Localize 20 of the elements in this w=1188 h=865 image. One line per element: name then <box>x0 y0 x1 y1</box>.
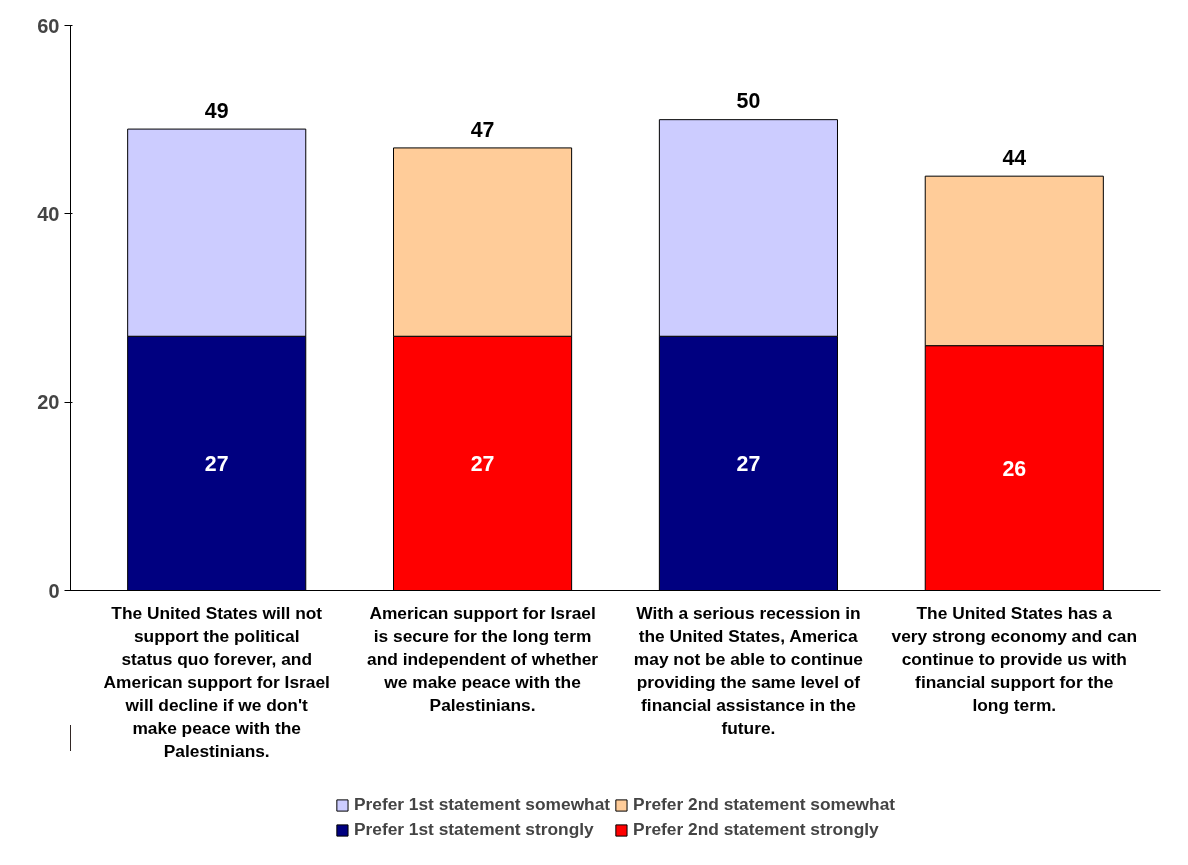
data-label: 27 <box>470 451 495 476</box>
x-tick-label: The United States will not support the political status quo forever, and American support for Israel will decline if we don't make peace with the Palestinians. <box>103 603 330 761</box>
total-label: 49 <box>204 98 229 123</box>
x-tick-label: The United States has a very strong economy and can continue to provide us with financial support for the long term. <box>891 603 1138 715</box>
legend-label: Prefer 1st statement somewhat <box>353 794 611 815</box>
total-label: 47 <box>470 117 495 142</box>
data-label: 27 <box>736 451 761 476</box>
total-label: 44 <box>1002 145 1027 170</box>
y-tick-label: 60 <box>37 14 60 37</box>
data-label: 27 <box>204 451 229 476</box>
y-tick-label: 20 <box>37 391 60 414</box>
total-label: 50 <box>736 89 761 114</box>
x-tick-label: With a serious recession in the United States, America may not be able to continue providing the same level of financial assistance in the future. <box>633 603 864 738</box>
y-tick-label: 0 <box>48 579 60 602</box>
legend-label: Prefer 2nd statement somewhat <box>633 794 896 815</box>
legend-label: Prefer 2nd statement strongly <box>633 819 879 840</box>
y-tick-label: 40 <box>37 202 60 225</box>
x-tick-label: American support for Israel is secure for the long term and independent of whether we make peace with the Palestinians. <box>367 603 599 715</box>
legend-label: Prefer 1st statement strongly <box>353 819 594 840</box>
data-label: 26 <box>1002 456 1027 481</box>
